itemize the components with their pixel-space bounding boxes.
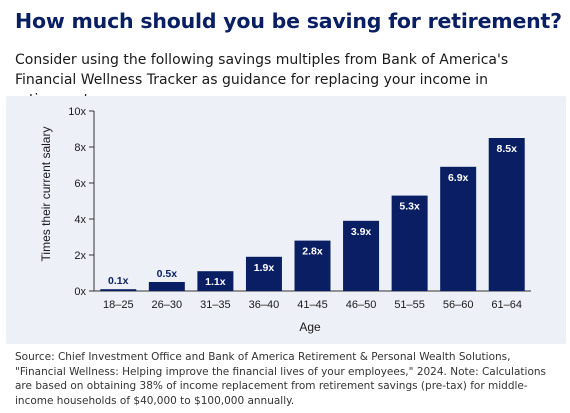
y-tick-label: 8x (74, 142, 86, 154)
x-axis: 18–25 26–30 31–35 36–40 41–45 46–50 51–55 56–60… (94, 290, 531, 311)
y-tick-label: 4x (74, 214, 86, 226)
bars (100, 138, 525, 291)
y-tick-label: 0x (74, 286, 86, 298)
x-tick-label: 41–45 (297, 299, 328, 311)
bar-value-labels: 0.1x 0.5x 1.1x 1.9x 2.8x 3.9x 5.3x 6.9x 8.5x (108, 143, 517, 288)
x-tick-label: 36–40 (249, 299, 280, 311)
bar-value-label: 6.9x (448, 172, 469, 184)
x-tick-label: 46–50 (346, 299, 377, 311)
bar-value-label: 8.5x (497, 143, 518, 155)
bar (343, 220, 380, 291)
bar-value-label: 1.1x (205, 276, 226, 288)
x-tick-label: 31–35 (200, 299, 231, 311)
bar-value-label: 2.8x (302, 246, 323, 258)
source-note: Source: Chief Investment Office and Bank… (15, 351, 546, 407)
y-tick-label: 2x (74, 250, 86, 262)
x-tick-label: 26–30 (152, 299, 183, 311)
bar (391, 195, 428, 291)
bar (488, 138, 525, 291)
x-axis-label: Age (299, 320, 321, 334)
x-tick-label: 18–25 (103, 299, 134, 311)
y-axis-label: Times their current salary (39, 127, 53, 262)
chart-panel: 0x 2x 4x 6x 8x 10x 18–25 26–30 31–35 36–40 41–45 4… (6, 96, 566, 344)
savings-multiples-bar-chart: 0x 2x 4x 6x 8x 10x 18–25 26–30 31–35 36–40 41–45 4… (39, 106, 531, 334)
bar (197, 271, 234, 291)
y-tick-label: 6x (74, 178, 86, 190)
x-tick-label: 51–55 (394, 299, 425, 311)
bar-value-label: 3.9x (351, 226, 372, 238)
bar (245, 256, 282, 291)
bar-value-label: 0.1x (108, 275, 129, 287)
y-axis: 0x 2x 4x 6x 8x 10x (68, 106, 95, 298)
bar-value-label: 5.3x (399, 201, 420, 213)
x-tick-label: 56–60 (443, 299, 474, 311)
bar (440, 166, 477, 291)
bar (148, 282, 185, 291)
x-tick-label: 61–64 (491, 299, 522, 311)
y-tick-label: 10x (68, 106, 86, 118)
bar-value-label: 0.5x (157, 268, 178, 280)
bar-value-label: 1.9x (254, 262, 275, 274)
bar (294, 240, 331, 291)
page-title: How much should you be saving for retire… (15, 9, 562, 33)
bar (100, 289, 137, 291)
